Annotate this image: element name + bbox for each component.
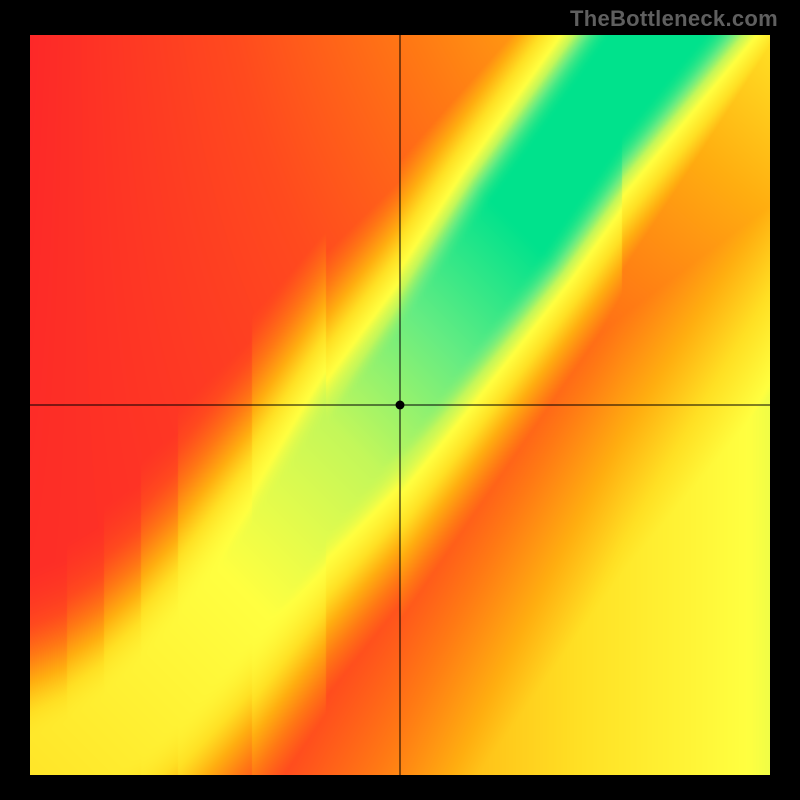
bottleneck-heatmap <box>30 35 770 775</box>
watermark-text: TheBottleneck.com <box>570 6 778 32</box>
chart-frame: TheBottleneck.com <box>0 0 800 800</box>
